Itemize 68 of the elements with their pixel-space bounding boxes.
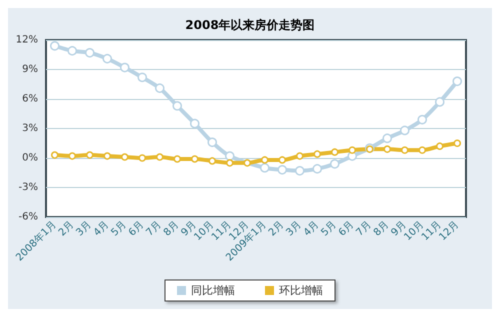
point <box>435 97 444 107</box>
point <box>452 76 462 86</box>
point <box>120 62 130 72</box>
point <box>68 152 76 160</box>
point <box>85 48 94 58</box>
point <box>330 159 340 169</box>
y-tick-label: -3% <box>18 182 38 193</box>
point <box>121 153 128 161</box>
x-tick-label: 6月 <box>336 219 356 238</box>
chart-title: 2008年以来房价走势图 <box>185 18 315 32</box>
point <box>138 154 146 162</box>
x-tick-label: 2月 <box>266 219 286 238</box>
point <box>295 166 304 176</box>
legend-label: 环比增幅 <box>279 284 323 297</box>
point <box>278 156 286 164</box>
point <box>401 146 408 154</box>
point <box>155 83 164 93</box>
point <box>400 126 410 136</box>
point <box>226 159 234 167</box>
y-tick-label: 0% <box>22 152 38 164</box>
x-tick-label: 2月 <box>56 219 76 238</box>
x-tick-label: 3月 <box>74 219 94 238</box>
point <box>454 140 461 147</box>
point <box>348 146 356 154</box>
y-tick-label: 9% <box>22 64 38 75</box>
y-tick-label: 12% <box>16 34 38 46</box>
x-tick-label: 5月 <box>109 219 129 238</box>
x-tick-label: 4月 <box>302 219 322 238</box>
point <box>102 54 112 64</box>
legend-label: 同比增幅 <box>191 284 235 297</box>
x-tick-label: 6月 <box>126 219 146 238</box>
x-tick-label: 3月 <box>284 219 304 238</box>
point <box>382 134 392 144</box>
point <box>172 101 182 111</box>
point <box>314 150 321 158</box>
x-tick-label: 8月 <box>372 219 392 238</box>
y-tick-label: 3% <box>22 123 38 134</box>
point <box>331 148 338 156</box>
x-tick-label: 4月 <box>92 219 112 238</box>
point <box>418 114 427 124</box>
point <box>260 163 270 173</box>
point <box>156 153 164 161</box>
point <box>244 159 251 167</box>
point <box>296 152 304 160</box>
point <box>278 165 287 175</box>
point <box>51 151 58 159</box>
point <box>208 157 216 165</box>
point <box>225 151 234 161</box>
point <box>138 72 147 82</box>
point <box>174 155 181 163</box>
point <box>190 118 200 128</box>
point <box>86 151 94 159</box>
x-tick-label: 7月 <box>144 219 164 238</box>
point <box>191 155 198 163</box>
point <box>384 145 391 153</box>
x-tick-label: 8月 <box>162 219 182 238</box>
point <box>50 41 60 51</box>
point <box>208 138 217 148</box>
point <box>68 46 77 56</box>
point <box>312 164 322 174</box>
y-tick-label: -6% <box>18 212 38 222</box>
x-tick-label: 5月 <box>319 219 339 238</box>
point <box>104 152 111 160</box>
x-tick-label: 7月 <box>354 219 374 238</box>
y-tick-label: 6% <box>22 94 38 104</box>
point <box>261 156 268 164</box>
point <box>418 146 426 154</box>
point <box>436 142 444 150</box>
